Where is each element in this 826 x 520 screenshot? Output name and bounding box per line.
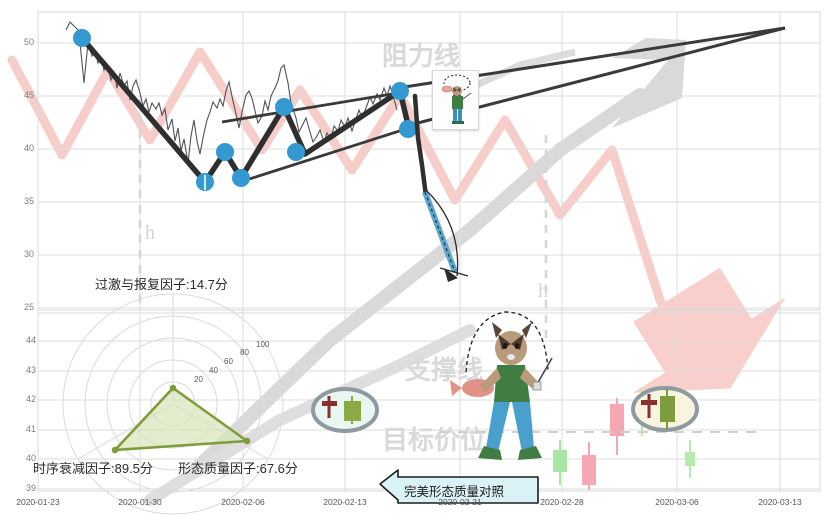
fisher-body <box>478 322 553 460</box>
ytick-price: 40 <box>23 143 34 153</box>
candle-down <box>610 398 624 455</box>
xtick-date: 2020-02-28 <box>540 497 584 507</box>
banner-arrow-shape <box>379 469 539 504</box>
fishing-rope-arc <box>465 311 549 373</box>
radar-ring-label: 80 <box>240 348 249 357</box>
radar-ring-label: 20 <box>194 375 203 384</box>
ytick-volume: 39 <box>25 483 36 493</box>
radar-ring-label: 60 <box>224 357 233 366</box>
xtick-date: 2020-03-06 <box>655 497 699 507</box>
annotation-factor-top: 过激与报复因子:14.7分 <box>95 277 228 292</box>
pivot-marker <box>275 98 293 116</box>
ytick-volume: 41 <box>25 424 36 434</box>
watermark-target-price: 目标价位 <box>382 425 487 455</box>
ytick-price: 45 <box>23 90 34 100</box>
radar-vertex <box>111 446 119 454</box>
ytick-volume: 43 <box>25 365 36 375</box>
ytick-price: 25 <box>23 302 34 312</box>
xtick-date: 2020-01-30 <box>118 497 162 507</box>
ellipse-marker-2 <box>631 386 699 432</box>
xtick-date: 2020-02-06 <box>221 497 265 507</box>
banner-label: 完美形态质量对照 <box>404 485 505 499</box>
candle-up <box>685 440 695 478</box>
radar-ring-label: 40 <box>209 366 218 375</box>
watermark-support: 支撑线 <box>405 355 484 385</box>
h-marker-label-1: h <box>145 222 155 244</box>
blue-arrow-head <box>444 268 458 282</box>
pink-zigzag-watermark <box>7 47 705 385</box>
pivot-marker <box>232 169 250 187</box>
xtick-date: 2020-01-23 <box>16 497 60 507</box>
gray-rising-arrow-watermark <box>188 88 647 477</box>
arc-curve <box>425 189 459 277</box>
arrow-base-tick <box>439 267 469 277</box>
ytick-price: 30 <box>23 249 34 259</box>
pivot-marker <box>73 29 91 47</box>
xtick-date: 2020-02-21 <box>438 497 482 507</box>
watermark-resistance: 阻力线 <box>382 41 461 71</box>
gray-arrow-head-watermark <box>612 38 686 128</box>
candle-up <box>553 440 567 485</box>
fisher-badge-sticker <box>432 70 479 130</box>
ytick-price: 35 <box>23 196 34 206</box>
trendline-upper-channel <box>221 90 405 124</box>
ytick-volume: 44 <box>25 335 36 345</box>
blue-down-arrow-dash <box>424 191 456 273</box>
pivot-marker <box>399 120 417 138</box>
radar-vertex <box>243 437 251 445</box>
trendline-lower-channel <box>242 124 416 183</box>
annotation-factor-left: 时序衰减因子:89.5分 <box>33 461 153 476</box>
ytick-price: 50 <box>23 37 34 47</box>
ellipse-marker-1 <box>311 387 379 433</box>
pink-arrow-head-watermark <box>632 267 786 393</box>
fisher-badge-icon <box>441 74 472 124</box>
ytick-volume: 40 <box>25 453 36 463</box>
pivot-marker <box>287 143 305 161</box>
h-marker-label-2: h <box>538 280 548 302</box>
breakdown-stroke <box>412 93 429 199</box>
xtick-date: 2020-02-13 <box>323 497 367 507</box>
radar-ring-label: 100 <box>256 340 270 349</box>
radar-polygon <box>113 386 249 452</box>
annotation-factor-right: 形态质量因子:67.6分 <box>178 461 298 476</box>
ytick-volume: 42 <box>25 394 36 404</box>
xtick-date: 2020-03-13 <box>758 497 802 507</box>
candle-down <box>582 442 596 490</box>
pivot-marker <box>391 82 409 100</box>
pivot-marker <box>216 143 234 161</box>
radar-vertex <box>169 384 177 392</box>
